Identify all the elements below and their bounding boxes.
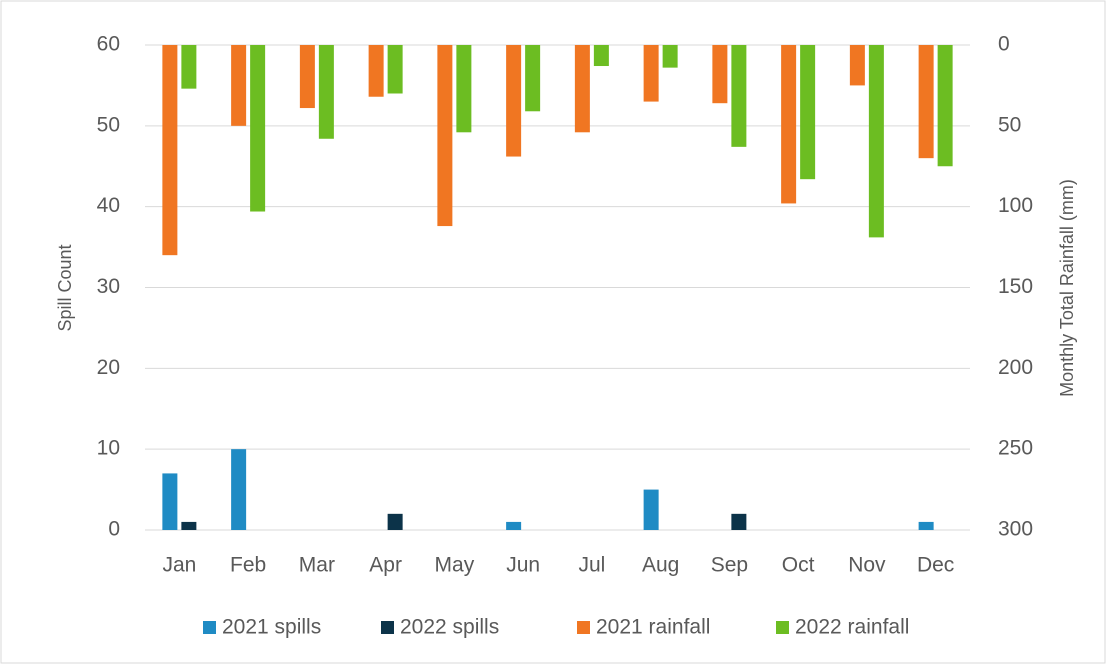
legend-label: 2021 spills xyxy=(222,616,321,639)
bar xyxy=(231,449,247,530)
legend-label: 2021 rainfall xyxy=(596,616,710,639)
y2-tick-label: 150 xyxy=(998,275,1033,298)
x-tick-label: Jun xyxy=(506,554,540,577)
legend-label: 2022 rainfall xyxy=(795,616,909,639)
legend-swatch xyxy=(577,621,590,634)
bar xyxy=(918,45,934,159)
x-tick-label: Apr xyxy=(369,554,402,577)
bar xyxy=(574,45,590,133)
bar xyxy=(525,45,541,112)
bar xyxy=(456,45,472,133)
bar xyxy=(731,45,747,147)
y-tick-label: 0 xyxy=(108,518,120,541)
bar xyxy=(181,521,197,530)
x-tick-label: Nov xyxy=(848,554,886,577)
bar xyxy=(643,45,659,102)
x-tick-label: Feb xyxy=(230,554,266,577)
x-tick-label: Jan xyxy=(162,554,196,577)
bar xyxy=(506,521,522,530)
y2-tick-label: 200 xyxy=(998,356,1033,379)
bar xyxy=(368,45,384,97)
bar xyxy=(662,45,678,68)
x-tick-label: Mar xyxy=(299,554,335,577)
bar xyxy=(231,45,247,126)
bar xyxy=(643,489,659,530)
x-tick-label: May xyxy=(435,554,475,577)
bar xyxy=(800,45,816,180)
y-tick-label: 50 xyxy=(97,113,120,136)
y2-tick-label: 300 xyxy=(998,518,1033,541)
x-tick-label: Sep xyxy=(711,554,748,577)
bar xyxy=(937,45,953,167)
bar xyxy=(387,45,403,94)
bar xyxy=(250,45,266,212)
y-tick-label: 10 xyxy=(97,437,120,460)
legend-label: 2022 spills xyxy=(400,616,499,639)
y-tick-label: 40 xyxy=(97,194,120,217)
x-tick-label: Aug xyxy=(642,554,679,577)
bar xyxy=(162,473,178,530)
y2-tick-label: 250 xyxy=(998,437,1033,460)
y-tick-label: 60 xyxy=(97,33,120,56)
bar xyxy=(731,513,747,530)
y2-axis-title: Monthly Total Rainfall (mm) xyxy=(1057,179,1077,397)
bar xyxy=(299,45,315,109)
bar xyxy=(849,45,865,86)
legend-swatch xyxy=(381,621,394,634)
bar xyxy=(437,45,453,227)
y-tick-label: 30 xyxy=(97,275,120,298)
bar xyxy=(387,513,403,530)
y-axis-title: Spill Count xyxy=(55,244,75,331)
legend-swatch xyxy=(776,621,789,634)
y-tick-label: 20 xyxy=(97,356,120,379)
bar xyxy=(181,45,197,89)
bar xyxy=(593,45,609,67)
bar xyxy=(918,521,934,530)
bar xyxy=(712,45,728,104)
x-tick-label: Jul xyxy=(578,554,605,577)
bar xyxy=(318,45,334,139)
x-tick-label: Dec xyxy=(917,554,954,577)
bar xyxy=(506,45,522,157)
bar xyxy=(868,45,884,238)
bar xyxy=(162,45,178,256)
y2-tick-label: 50 xyxy=(998,113,1021,136)
x-tick-label: Oct xyxy=(782,554,815,577)
bar xyxy=(781,45,797,204)
y2-tick-label: 0 xyxy=(998,33,1010,56)
legend-swatch xyxy=(203,621,216,634)
y2-tick-label: 100 xyxy=(998,194,1033,217)
